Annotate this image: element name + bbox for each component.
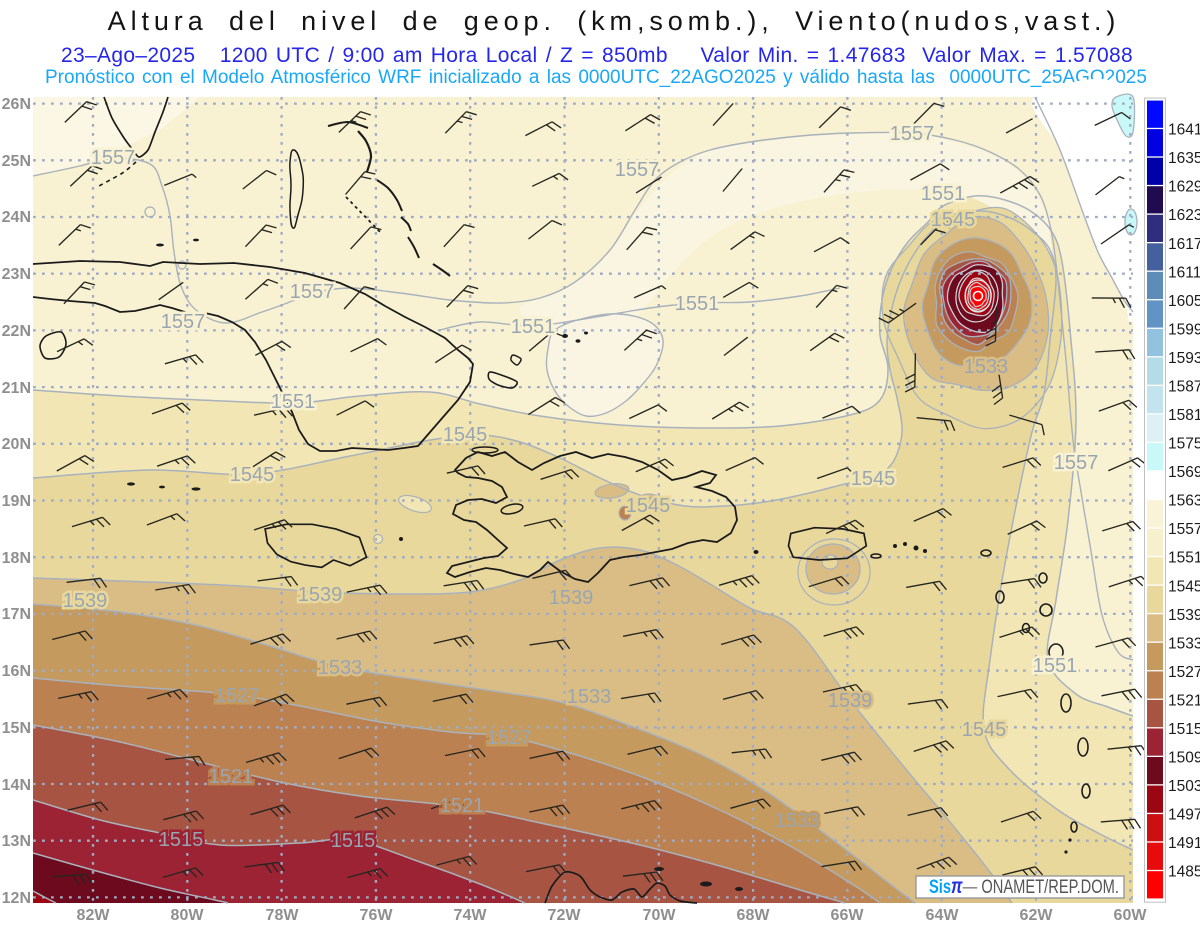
- svg-text:24N: 24N: [2, 209, 31, 226]
- svg-text:1551: 1551: [1033, 655, 1078, 677]
- svg-text:66W: 66W: [831, 907, 865, 924]
- svg-text:70W: 70W: [643, 907, 677, 924]
- svg-text:1485: 1485: [1168, 864, 1200, 881]
- svg-text:1539: 1539: [828, 690, 873, 712]
- svg-text:1527: 1527: [1168, 664, 1200, 681]
- svg-text:1503: 1503: [1168, 778, 1200, 795]
- svg-text:68W: 68W: [737, 907, 771, 924]
- svg-text:14N: 14N: [2, 777, 31, 794]
- svg-text:82W: 82W: [77, 907, 111, 924]
- svg-text:1551: 1551: [271, 391, 316, 413]
- svg-text:18N: 18N: [2, 550, 31, 567]
- svg-text:1545: 1545: [1168, 578, 1200, 595]
- svg-text:1587: 1587: [1168, 379, 1200, 396]
- svg-text:60W: 60W: [1114, 907, 1148, 924]
- svg-text:80W: 80W: [171, 907, 205, 924]
- svg-text:1497: 1497: [1168, 807, 1200, 824]
- svg-text:1551: 1551: [675, 293, 720, 315]
- svg-text:1515: 1515: [331, 830, 376, 852]
- svg-text:1527: 1527: [215, 685, 260, 707]
- svg-text:1599: 1599: [1168, 321, 1200, 338]
- svg-text:1509: 1509: [1168, 750, 1200, 767]
- svg-text:1563: 1563: [1168, 493, 1200, 510]
- svg-text:23N: 23N: [2, 266, 31, 283]
- svg-text:1521: 1521: [209, 766, 254, 788]
- svg-text:1575: 1575: [1168, 436, 1200, 453]
- svg-text:1545: 1545: [626, 495, 671, 517]
- svg-text:1569: 1569: [1168, 464, 1200, 481]
- svg-text:22N: 22N: [2, 323, 31, 340]
- svg-text:1491: 1491: [1168, 835, 1200, 852]
- svg-text:1515: 1515: [159, 829, 204, 851]
- svg-text:1581: 1581: [1168, 407, 1200, 424]
- svg-text:64W: 64W: [926, 907, 960, 924]
- svg-text:Sisπ— ONAMET/REP.DOM.: Sisπ— ONAMET/REP.DOM.: [929, 875, 1119, 898]
- svg-text:13N: 13N: [2, 833, 31, 850]
- svg-text:1593: 1593: [1168, 350, 1200, 367]
- svg-text:1611: 1611: [1168, 264, 1200, 281]
- svg-text:1617: 1617: [1168, 236, 1200, 253]
- svg-text:25N: 25N: [2, 153, 31, 170]
- svg-text:1545: 1545: [931, 209, 976, 231]
- svg-text:16N: 16N: [2, 663, 31, 680]
- svg-text:1533: 1533: [775, 810, 820, 832]
- svg-text:1641: 1641: [1168, 122, 1200, 139]
- svg-text:1551: 1551: [921, 183, 966, 205]
- svg-text:26N: 26N: [2, 96, 31, 113]
- svg-text:19N: 19N: [2, 493, 31, 510]
- svg-text:1533: 1533: [318, 657, 363, 679]
- svg-text:1545: 1545: [962, 719, 1007, 741]
- svg-text:1557: 1557: [161, 311, 206, 333]
- svg-text:1521: 1521: [1168, 692, 1200, 709]
- svg-text:1557: 1557: [890, 123, 935, 145]
- svg-text:1539: 1539: [298, 584, 343, 606]
- svg-text:1557: 1557: [1168, 521, 1200, 538]
- svg-text:1539: 1539: [549, 587, 594, 609]
- svg-text:1557: 1557: [290, 281, 335, 303]
- svg-text:1635: 1635: [1168, 150, 1200, 167]
- svg-text:1521: 1521: [440, 795, 485, 817]
- svg-text:1527: 1527: [487, 727, 532, 749]
- svg-text:1533: 1533: [567, 686, 612, 708]
- svg-text:76W: 76W: [360, 907, 394, 924]
- svg-text:1629: 1629: [1168, 179, 1200, 196]
- svg-text:21N: 21N: [2, 380, 31, 397]
- svg-text:1545: 1545: [230, 464, 275, 486]
- svg-text:1557: 1557: [91, 147, 136, 169]
- svg-text:15N: 15N: [2, 720, 31, 737]
- svg-text:20N: 20N: [2, 436, 31, 453]
- svg-text:78W: 78W: [266, 907, 300, 924]
- svg-text:1623: 1623: [1168, 207, 1200, 224]
- svg-text:1557: 1557: [615, 159, 660, 181]
- svg-text:74W: 74W: [454, 907, 488, 924]
- svg-text:1533: 1533: [964, 356, 1009, 378]
- svg-text:12N: 12N: [2, 890, 31, 907]
- svg-text:1533: 1533: [1168, 635, 1200, 652]
- svg-text:1551: 1551: [511, 316, 556, 338]
- svg-text:1545: 1545: [851, 468, 896, 490]
- svg-text:1605: 1605: [1168, 293, 1200, 310]
- svg-text:1539: 1539: [1168, 607, 1200, 624]
- svg-text:1557: 1557: [1054, 452, 1099, 474]
- svg-text:1539: 1539: [63, 590, 108, 612]
- svg-text:1545: 1545: [443, 424, 488, 446]
- svg-text:72W: 72W: [548, 907, 582, 924]
- svg-text:62W: 62W: [1020, 907, 1054, 924]
- svg-text:1551: 1551: [1168, 550, 1200, 567]
- svg-text:17N: 17N: [2, 606, 31, 623]
- svg-text:1515: 1515: [1168, 721, 1200, 738]
